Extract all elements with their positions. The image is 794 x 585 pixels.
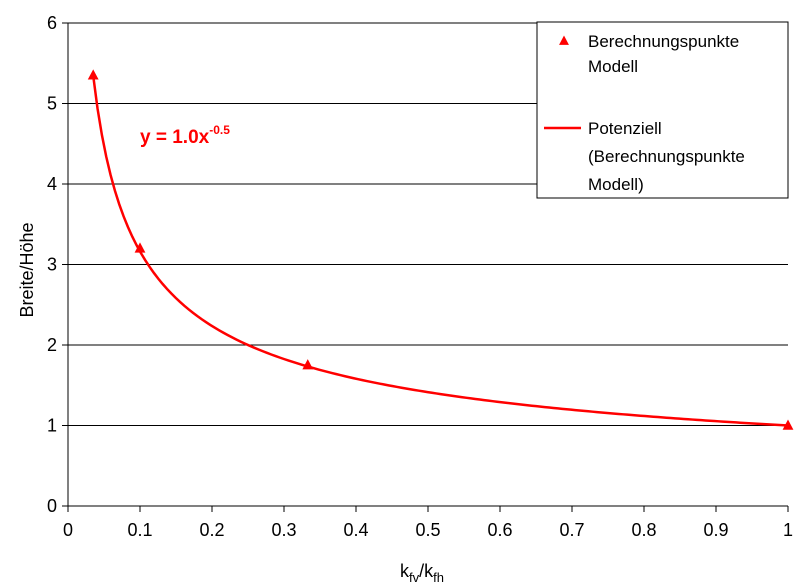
legend-label: Modell) (588, 175, 644, 194)
legend: Berechnungspunkte Modell Potenziell (Berech… (536, 21, 789, 199)
x-tick-label: 0.6 (487, 520, 512, 540)
legend-label: Berechnungspunkte (588, 32, 739, 51)
x-axis-title-sub1: fv (409, 570, 420, 585)
y-tick-label: 3 (47, 255, 57, 275)
data-point-triangle (134, 242, 146, 253)
legend-box (536, 21, 789, 199)
x-axis-title-sub2: fh (433, 570, 444, 585)
x-tick-label: 0 (63, 520, 73, 540)
legend-label: Potenziell (588, 119, 662, 138)
equation-exponent: -0.5 (209, 123, 230, 137)
x-axis-title-base: k (400, 561, 410, 581)
y-tick-label: 2 (47, 335, 57, 355)
equation-base: y = 1.0x (140, 127, 210, 148)
legend-marker-triangle (559, 35, 569, 45)
data-point-triangle (302, 359, 314, 370)
y-tick-label: 6 (47, 13, 57, 33)
data-point-triangle (782, 419, 794, 430)
x-tick-label: 0.5 (415, 520, 440, 540)
y-tick-label: 4 (47, 174, 57, 194)
x-tick-label: 0.3 (271, 520, 296, 540)
x-ticks: 0 0.1 0.2 0.3 0.4 0.5 0.6 0.7 0.8 0.9 1 (63, 506, 793, 540)
data-point-triangle (87, 69, 99, 80)
y-tick-label: 5 (47, 94, 57, 114)
y-tick-label: 0 (47, 496, 57, 516)
legend-label: (Berechnungspunkte (588, 147, 745, 166)
x-tick-label: 0.1 (127, 520, 152, 540)
legend-label: Modell (588, 57, 638, 76)
trendline-equation: y = 1.0x-0.5 (140, 123, 230, 148)
x-axis-title: kfv/kfh (400, 561, 444, 585)
y-ticks: 0 1 2 3 4 5 6 (47, 13, 68, 516)
x-tick-label: 0.2 (199, 520, 224, 540)
trendline-curve (91, 75, 789, 427)
x-tick-label: 0.9 (703, 520, 728, 540)
y-axis-title: Breite/Höhe (17, 222, 37, 317)
grid-lines (68, 22, 788, 426)
x-tick-label: 1 (783, 520, 793, 540)
x-tick-label: 0.7 (559, 520, 584, 540)
y-tick-label: 1 (47, 416, 57, 436)
series (87, 69, 794, 430)
x-tick-label: 0.8 (631, 520, 656, 540)
x-tick-label: 0.4 (343, 520, 368, 540)
x-axis-title-sep: /k (419, 561, 434, 581)
